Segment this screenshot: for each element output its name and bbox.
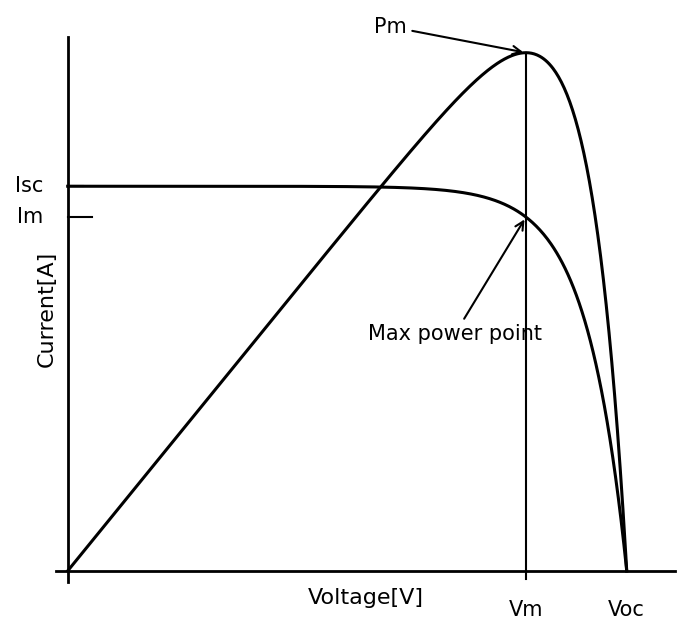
Y-axis label: Current[A]: Current[A] (37, 251, 57, 367)
Text: Vm: Vm (509, 600, 543, 620)
Text: Pm: Pm (374, 17, 521, 54)
Text: Max power point: Max power point (368, 222, 542, 344)
Text: Voc: Voc (608, 600, 645, 620)
Text: Im: Im (17, 207, 44, 227)
X-axis label: Voltage[V]: Voltage[V] (307, 587, 424, 608)
Text: Isc: Isc (15, 177, 44, 196)
